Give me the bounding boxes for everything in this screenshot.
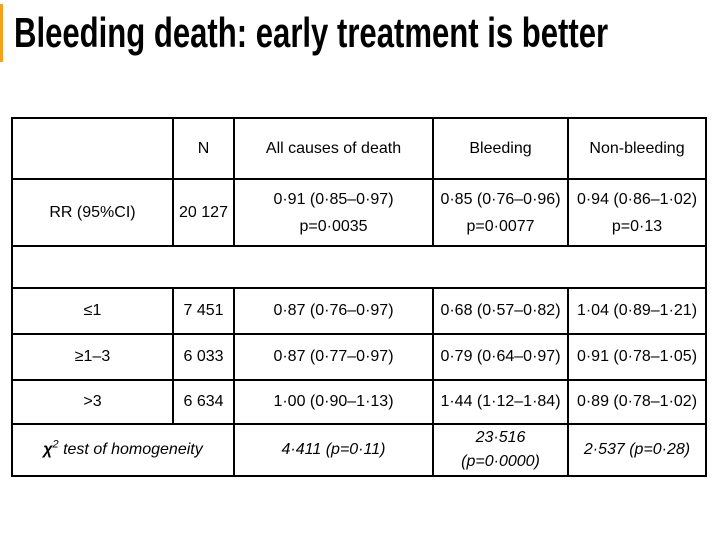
subgroup-n: 6 033	[172, 333, 235, 381]
rr-row: RR (95%CI) 20 127 0·91 (0·85–0·97) p=0·0…	[11, 178, 707, 247]
results-table: N All causes of death Bleeding Non-bleed…	[11, 117, 707, 477]
subgroup-non-bleeding: 1·04 (0·89–1·21)	[567, 287, 707, 335]
subgroup-bleeding: 1·44 (1·12–1·84)	[432, 379, 569, 425]
header-n: N	[172, 117, 235, 180]
table-row: ≤1 7 451 0·87 (0·76–0·97) 0·68 (0·57–0·8…	[11, 287, 707, 335]
spacer-row	[11, 245, 707, 289]
slide-accent-strip	[0, 4, 3, 62]
rr-all-causes-pvalue: p=0·0035	[299, 217, 368, 235]
subgroup-all-causes: 0·87 (0·76–0·97)	[233, 287, 434, 335]
homogeneity-all-causes: 4·411 (p=0·11)	[233, 423, 434, 477]
rr-non-bleeding-value: 0·94 (0·86–1·02)	[576, 190, 698, 208]
rr-bleeding-value: 0·85 (0·76–0·96)	[440, 190, 561, 208]
table-row: ≥1–3 6 033 0·87 (0·77–0·97) 0·79 (0·64–0…	[11, 333, 707, 381]
subgroup-label: >3	[11, 379, 174, 425]
header-bleeding: Bleeding	[432, 117, 569, 180]
table-row: >3 6 634 1·00 (0·90–1·13) 1·44 (1·12–1·8…	[11, 379, 707, 425]
subgroup-label: ≤1	[11, 287, 174, 335]
subgroup-all-causes: 1·00 (0·90–1·13)	[233, 379, 434, 425]
subgroup-all-causes: 0·87 (0·77–0·97)	[233, 333, 434, 381]
rr-all-causes-cell: 0·91 (0·85–0·97) p=0·0035	[233, 178, 434, 247]
subgroup-non-bleeding: 0·91 (0·78–1·05)	[567, 333, 707, 381]
subgroup-n: 6 634	[172, 379, 235, 425]
rr-row-label: RR (95%CI)	[11, 178, 174, 247]
rr-non-bleeding-pvalue: p=0·13	[611, 217, 663, 235]
header-all-causes: All causes of death	[233, 117, 434, 180]
page-title: Bleeding death: early treatment is bette…	[14, 9, 609, 56]
subgroup-n: 7 451	[172, 287, 235, 335]
homogeneity-non-bleeding: 2·537 (p=0·28)	[567, 423, 707, 477]
chi-superscript: 2	[52, 439, 59, 452]
header-non-bleeding: Non-bleeding	[567, 117, 707, 180]
homogeneity-label-text: test of homogeneity	[58, 441, 203, 459]
homogeneity-bleeding-value: 23·516	[475, 429, 526, 446]
rr-row-n: 20 127	[172, 178, 235, 247]
chi-symbol: χ	[43, 441, 53, 459]
header-empty-cell	[11, 117, 174, 180]
subgroup-non-bleeding: 0·89 (0·78–1·02)	[567, 379, 707, 425]
homogeneity-bleeding-pvalue: (p=0·0000)	[461, 453, 540, 470]
rr-bleeding-cell: 0·85 (0·76–0·96) p=0·0077	[432, 178, 569, 247]
spacer-cell	[11, 245, 707, 289]
table-header-row: N All causes of death Bleeding Non-bleed…	[11, 117, 707, 180]
rr-all-causes-value: 0·91 (0·85–0·97)	[273, 190, 394, 208]
homogeneity-row: χ2 test of homogeneity 4·411 (p=0·11) 23…	[11, 423, 707, 477]
rr-non-bleeding-cell: 0·94 (0·86–1·02) p=0·13	[567, 178, 707, 247]
rr-bleeding-pvalue: p=0·0077	[466, 217, 535, 235]
homogeneity-bleeding-cell: 23·516 (p=0·0000)	[432, 423, 569, 477]
subgroup-bleeding: 0·68 (0·57–0·82)	[432, 287, 569, 335]
subgroup-bleeding: 0·79 (0·64–0·97)	[432, 333, 569, 381]
subgroup-label: ≥1–3	[11, 333, 174, 381]
homogeneity-label-cell: χ2 test of homogeneity	[11, 423, 235, 477]
